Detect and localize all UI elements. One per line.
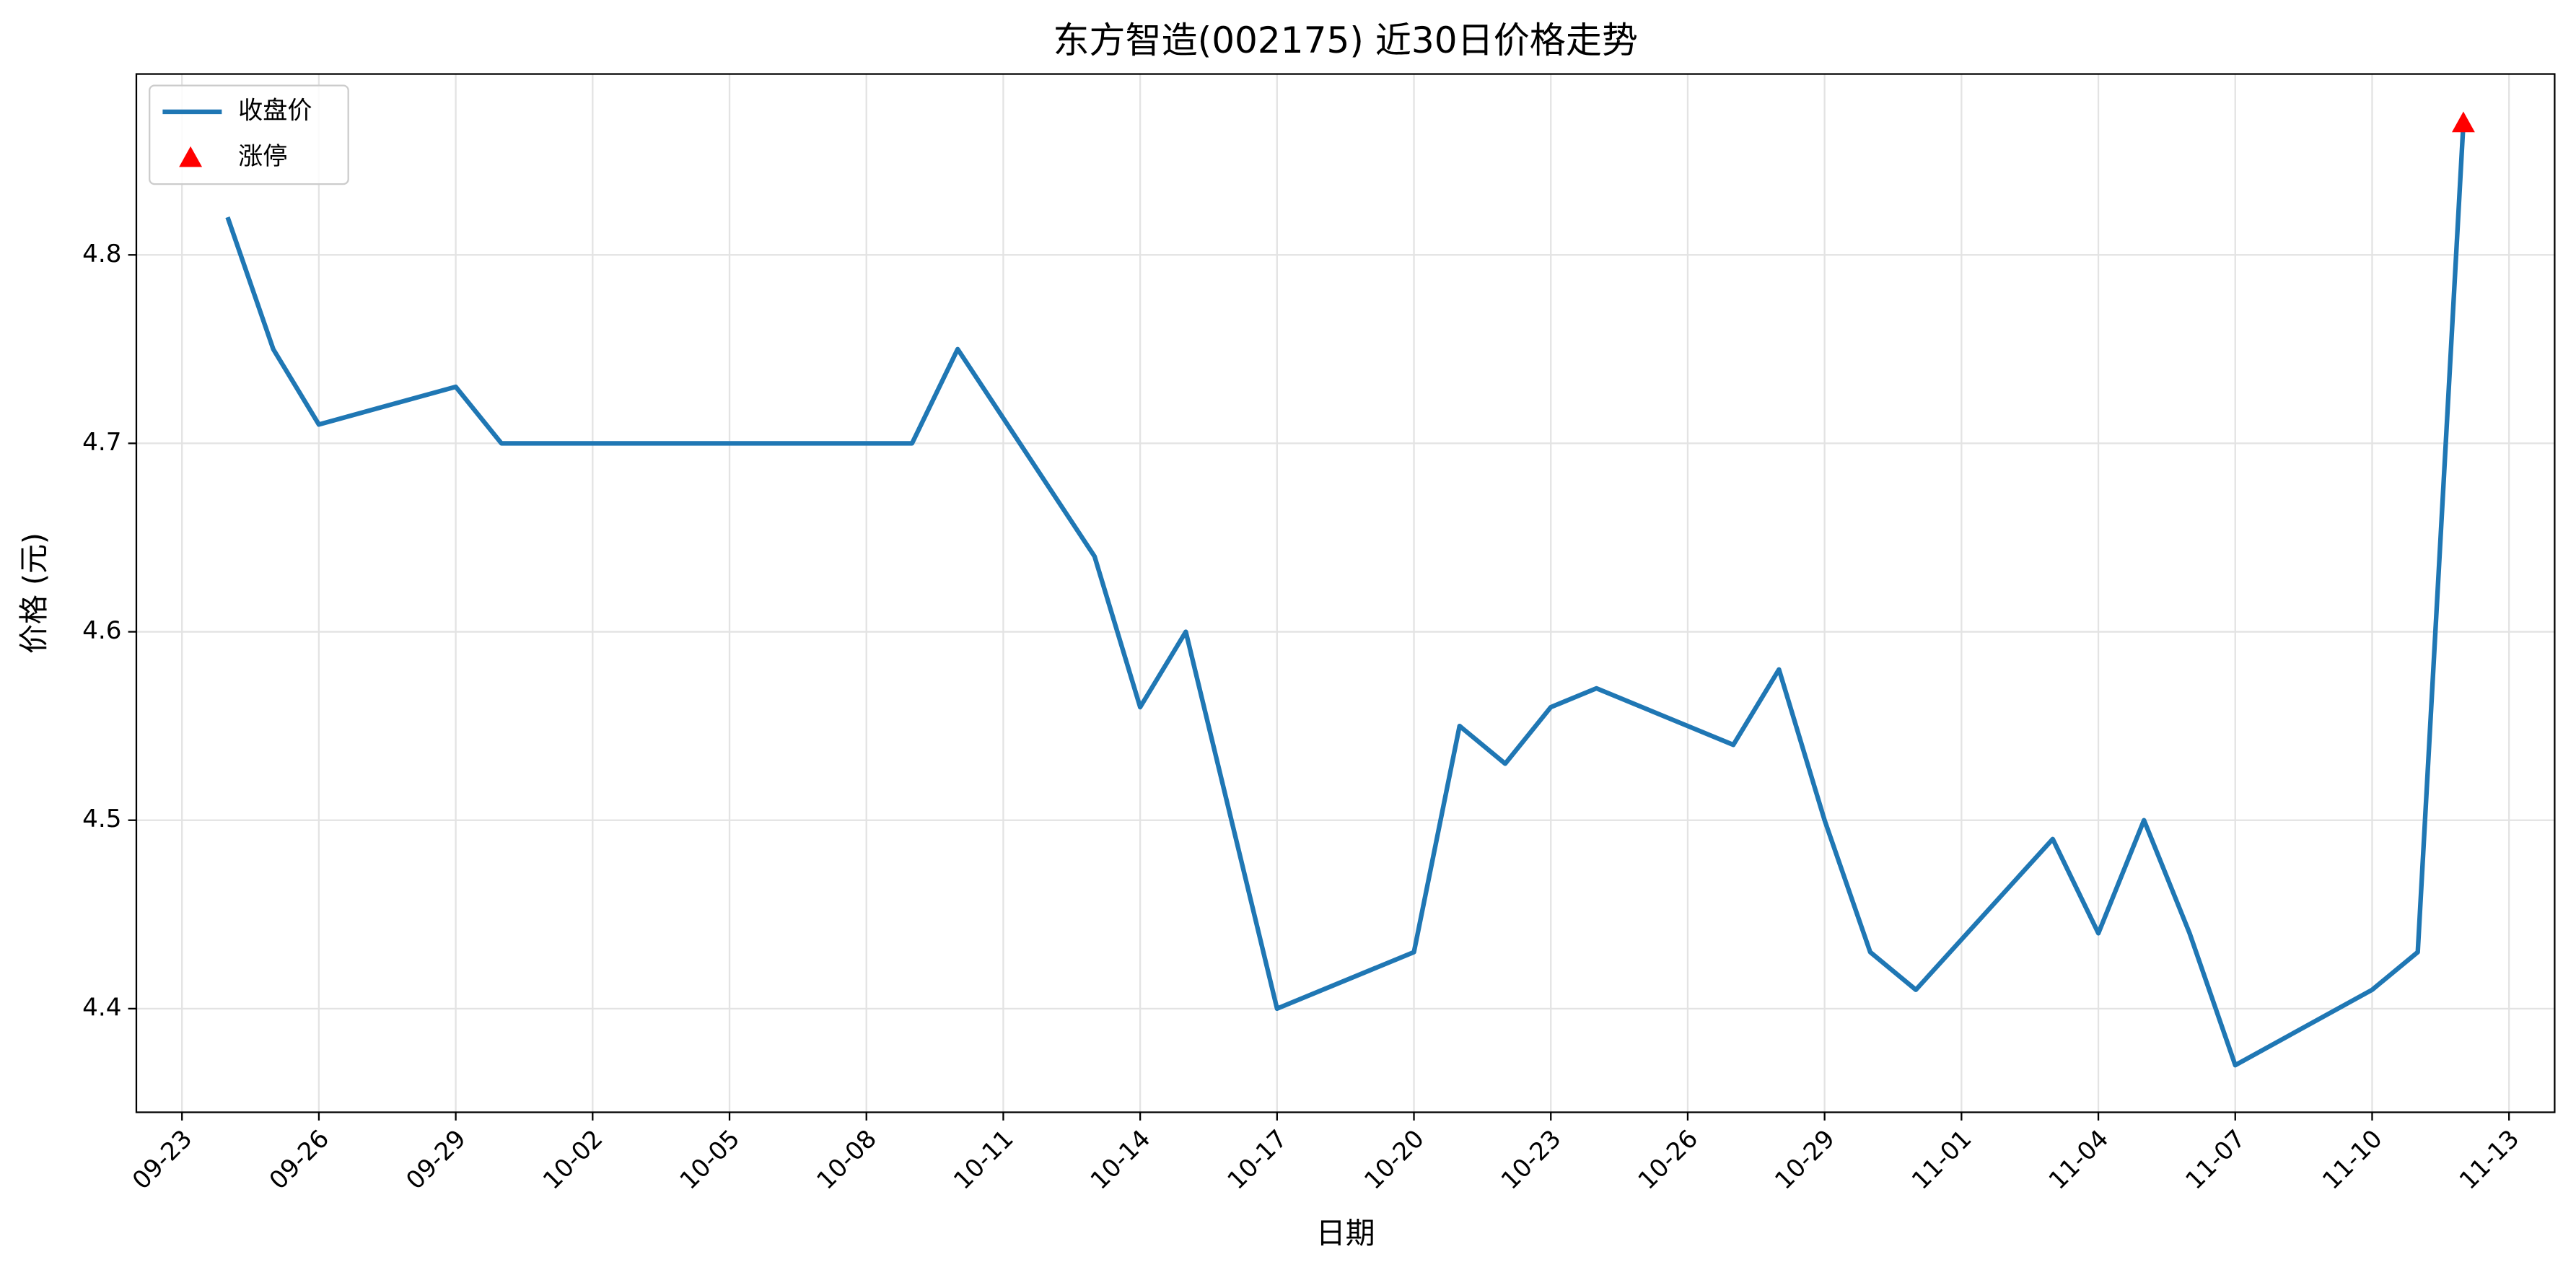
y-axis-label: 价格 (元) [17, 533, 51, 654]
legend-swatch [179, 146, 203, 167]
y-tick-label: 4.7 [82, 428, 121, 457]
y-tick-label: 4.8 [82, 240, 121, 268]
plot-frame [135, 73, 2556, 1113]
chart-title: 东方智造(002175) 近30日价格走势 [1053, 19, 1638, 61]
price-line [225, 123, 2466, 1068]
y-tick-label: 4.6 [82, 616, 121, 645]
legend-label: 涨停 [238, 142, 287, 171]
legend-label: 收盘价 [238, 96, 312, 125]
y-tick-label: 4.5 [82, 805, 121, 833]
y-tick-label: 4.4 [82, 993, 121, 1022]
x-axis-label: 日期 [1316, 1216, 1375, 1250]
limit-up-marker [2451, 111, 2475, 133]
